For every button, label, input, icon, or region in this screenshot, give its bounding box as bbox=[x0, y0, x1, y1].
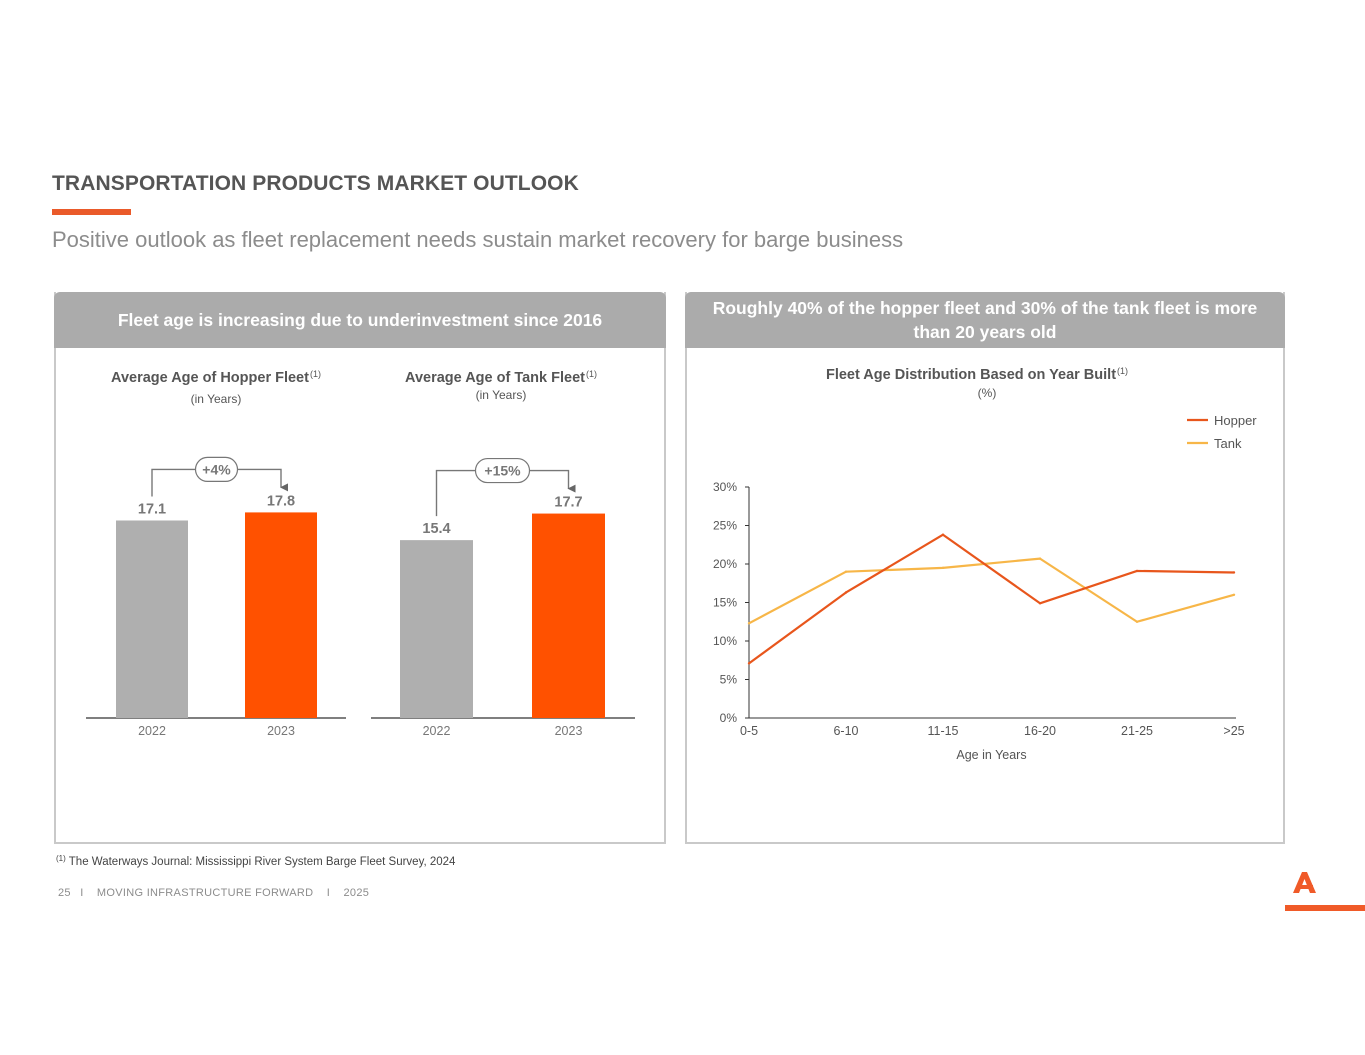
company-logo-icon bbox=[1285, 872, 1365, 911]
tank-category-label: 2023 bbox=[555, 724, 583, 738]
tank-change-label: +15% bbox=[484, 463, 521, 479]
footer-tagline: MOVING INFRASTRUCTURE FORWARD bbox=[96, 887, 314, 899]
hopper-category-label: 2023 bbox=[267, 724, 295, 738]
distribution-chart-title: Fleet Age Distribution Based on Year Bui… bbox=[807, 366, 1147, 383]
tank-chart-title: Average Age of Tank Fleet(1) bbox=[396, 369, 606, 386]
legend-label-tank: Tank bbox=[1214, 436, 1242, 451]
footer-separator: I bbox=[326, 887, 331, 899]
tank-category-label: 2022 bbox=[423, 724, 451, 738]
x-tick-label: 6-10 bbox=[833, 724, 858, 738]
tank-bar-2022 bbox=[400, 540, 473, 718]
tank-bar-2023 bbox=[532, 513, 605, 718]
right-panel-header: Roughly 40% of the hopper fleet and 30% … bbox=[685, 292, 1285, 348]
hopper-value-label: 17.8 bbox=[267, 493, 295, 509]
hopper-chart-footnote-marker: (1) bbox=[309, 369, 321, 379]
page-number: 25 bbox=[58, 887, 71, 899]
x-tick-label: >25 bbox=[1223, 724, 1244, 738]
hopper-change-label: +4% bbox=[202, 461, 231, 477]
hopper-bar-2023 bbox=[245, 512, 317, 718]
hopper-chart-title-text: Average Age of Hopper Fleet bbox=[111, 370, 309, 386]
fleet-age-distribution-chart: 0% 5% 10% 15% 20% 25% 30% 0-5 6-10 11-15 16-20 21-2… bbox=[713, 413, 1257, 762]
distribution-chart-unit: (%) bbox=[977, 386, 997, 400]
tank-chart-footnote-marker: (1) bbox=[585, 369, 597, 379]
tank-change-badge bbox=[474, 457, 531, 484]
y-tick-label: 30% bbox=[713, 480, 737, 494]
left-panel: Fleet age is increasing due to underinve… bbox=[54, 292, 666, 844]
x-tick-label: 16-20 bbox=[1024, 724, 1056, 738]
distribution-chart-footnote-marker: (1) bbox=[1117, 366, 1129, 376]
hopper-change-badge bbox=[194, 456, 239, 483]
data-point-hopper bbox=[1232, 571, 1236, 574]
title-accent-rule bbox=[52, 209, 131, 215]
tank-chart-title-text: Average Age of Tank Fleet bbox=[405, 370, 585, 386]
left-panel-header: Fleet age is increasing due to underinve… bbox=[54, 292, 666, 348]
hopper-value-label: 17.1 bbox=[138, 501, 166, 517]
distribution-chart-title-text: Fleet Age Distribution Based on Year Bui… bbox=[825, 367, 1117, 383]
x-tick-label: 11-15 bbox=[927, 724, 958, 738]
y-tick-label: 15% bbox=[713, 596, 737, 610]
tank-chart-unit: (in Years) bbox=[475, 388, 527, 402]
data-point-tank bbox=[941, 566, 945, 570]
x-axis-label: Age in Years bbox=[956, 748, 1026, 762]
page-footer: 25 I MOVING INFRASTRUCTURE FORWARD I 202… bbox=[58, 887, 375, 899]
data-point-hopper bbox=[1038, 602, 1042, 605]
y-tick-label: 5% bbox=[720, 673, 738, 687]
series-line-tank bbox=[748, 557, 1235, 625]
y-tick-label: 0% bbox=[720, 711, 738, 725]
page-subtitle: Positive outlook as fleet replacement ne… bbox=[52, 227, 904, 252]
average-age-bar-charts: 17.1 2022 17.8 2023 +4% 15.4 2022 17.7 2023 +15% bbox=[86, 456, 635, 738]
data-point-hopper bbox=[941, 533, 945, 536]
y-tick-label: 10% bbox=[713, 634, 737, 648]
hopper-chart-title: Average Age of Hopper Fleet(1) bbox=[108, 369, 324, 386]
hopper-category-label: 2022 bbox=[138, 724, 166, 738]
data-point-tank bbox=[747, 622, 751, 625]
footnote-marker: (1) bbox=[56, 854, 66, 863]
data-point-tank bbox=[1038, 557, 1042, 560]
right-panel: Roughly 40% of the hopper fleet and 30% … bbox=[685, 292, 1285, 844]
hopper-bar-2022 bbox=[116, 520, 188, 718]
hopper-chart-unit: (in Years) bbox=[190, 392, 242, 406]
series-line-hopper bbox=[748, 533, 1235, 665]
footer-separator: I bbox=[80, 887, 84, 899]
footer-year: 2025 bbox=[343, 887, 370, 899]
footnote: (1) The Waterways Journal: Mississippi R… bbox=[56, 854, 455, 868]
y-tick-label: 20% bbox=[713, 557, 737, 571]
page-title: TRANSPORTATION PRODUCTS MARKET OUTLOOK bbox=[52, 172, 579, 195]
data-point-hopper bbox=[844, 591, 848, 594]
data-point-tank bbox=[1232, 593, 1236, 596]
legend-label-hopper: Hopper bbox=[1214, 413, 1257, 428]
tank-value-label: 15.4 bbox=[422, 521, 450, 537]
data-point-hopper bbox=[747, 662, 751, 665]
footnote-text: The Waterways Journal: Mississippi River… bbox=[68, 856, 456, 868]
data-point-hopper bbox=[1135, 569, 1139, 573]
y-tick-label: 25% bbox=[713, 519, 737, 533]
data-point-tank bbox=[1135, 620, 1139, 623]
x-tick-label: 0-5 bbox=[740, 724, 758, 738]
tank-value-label: 17.7 bbox=[554, 495, 582, 511]
data-point-tank bbox=[844, 570, 848, 573]
x-tick-label: 21-25 bbox=[1121, 724, 1153, 738]
